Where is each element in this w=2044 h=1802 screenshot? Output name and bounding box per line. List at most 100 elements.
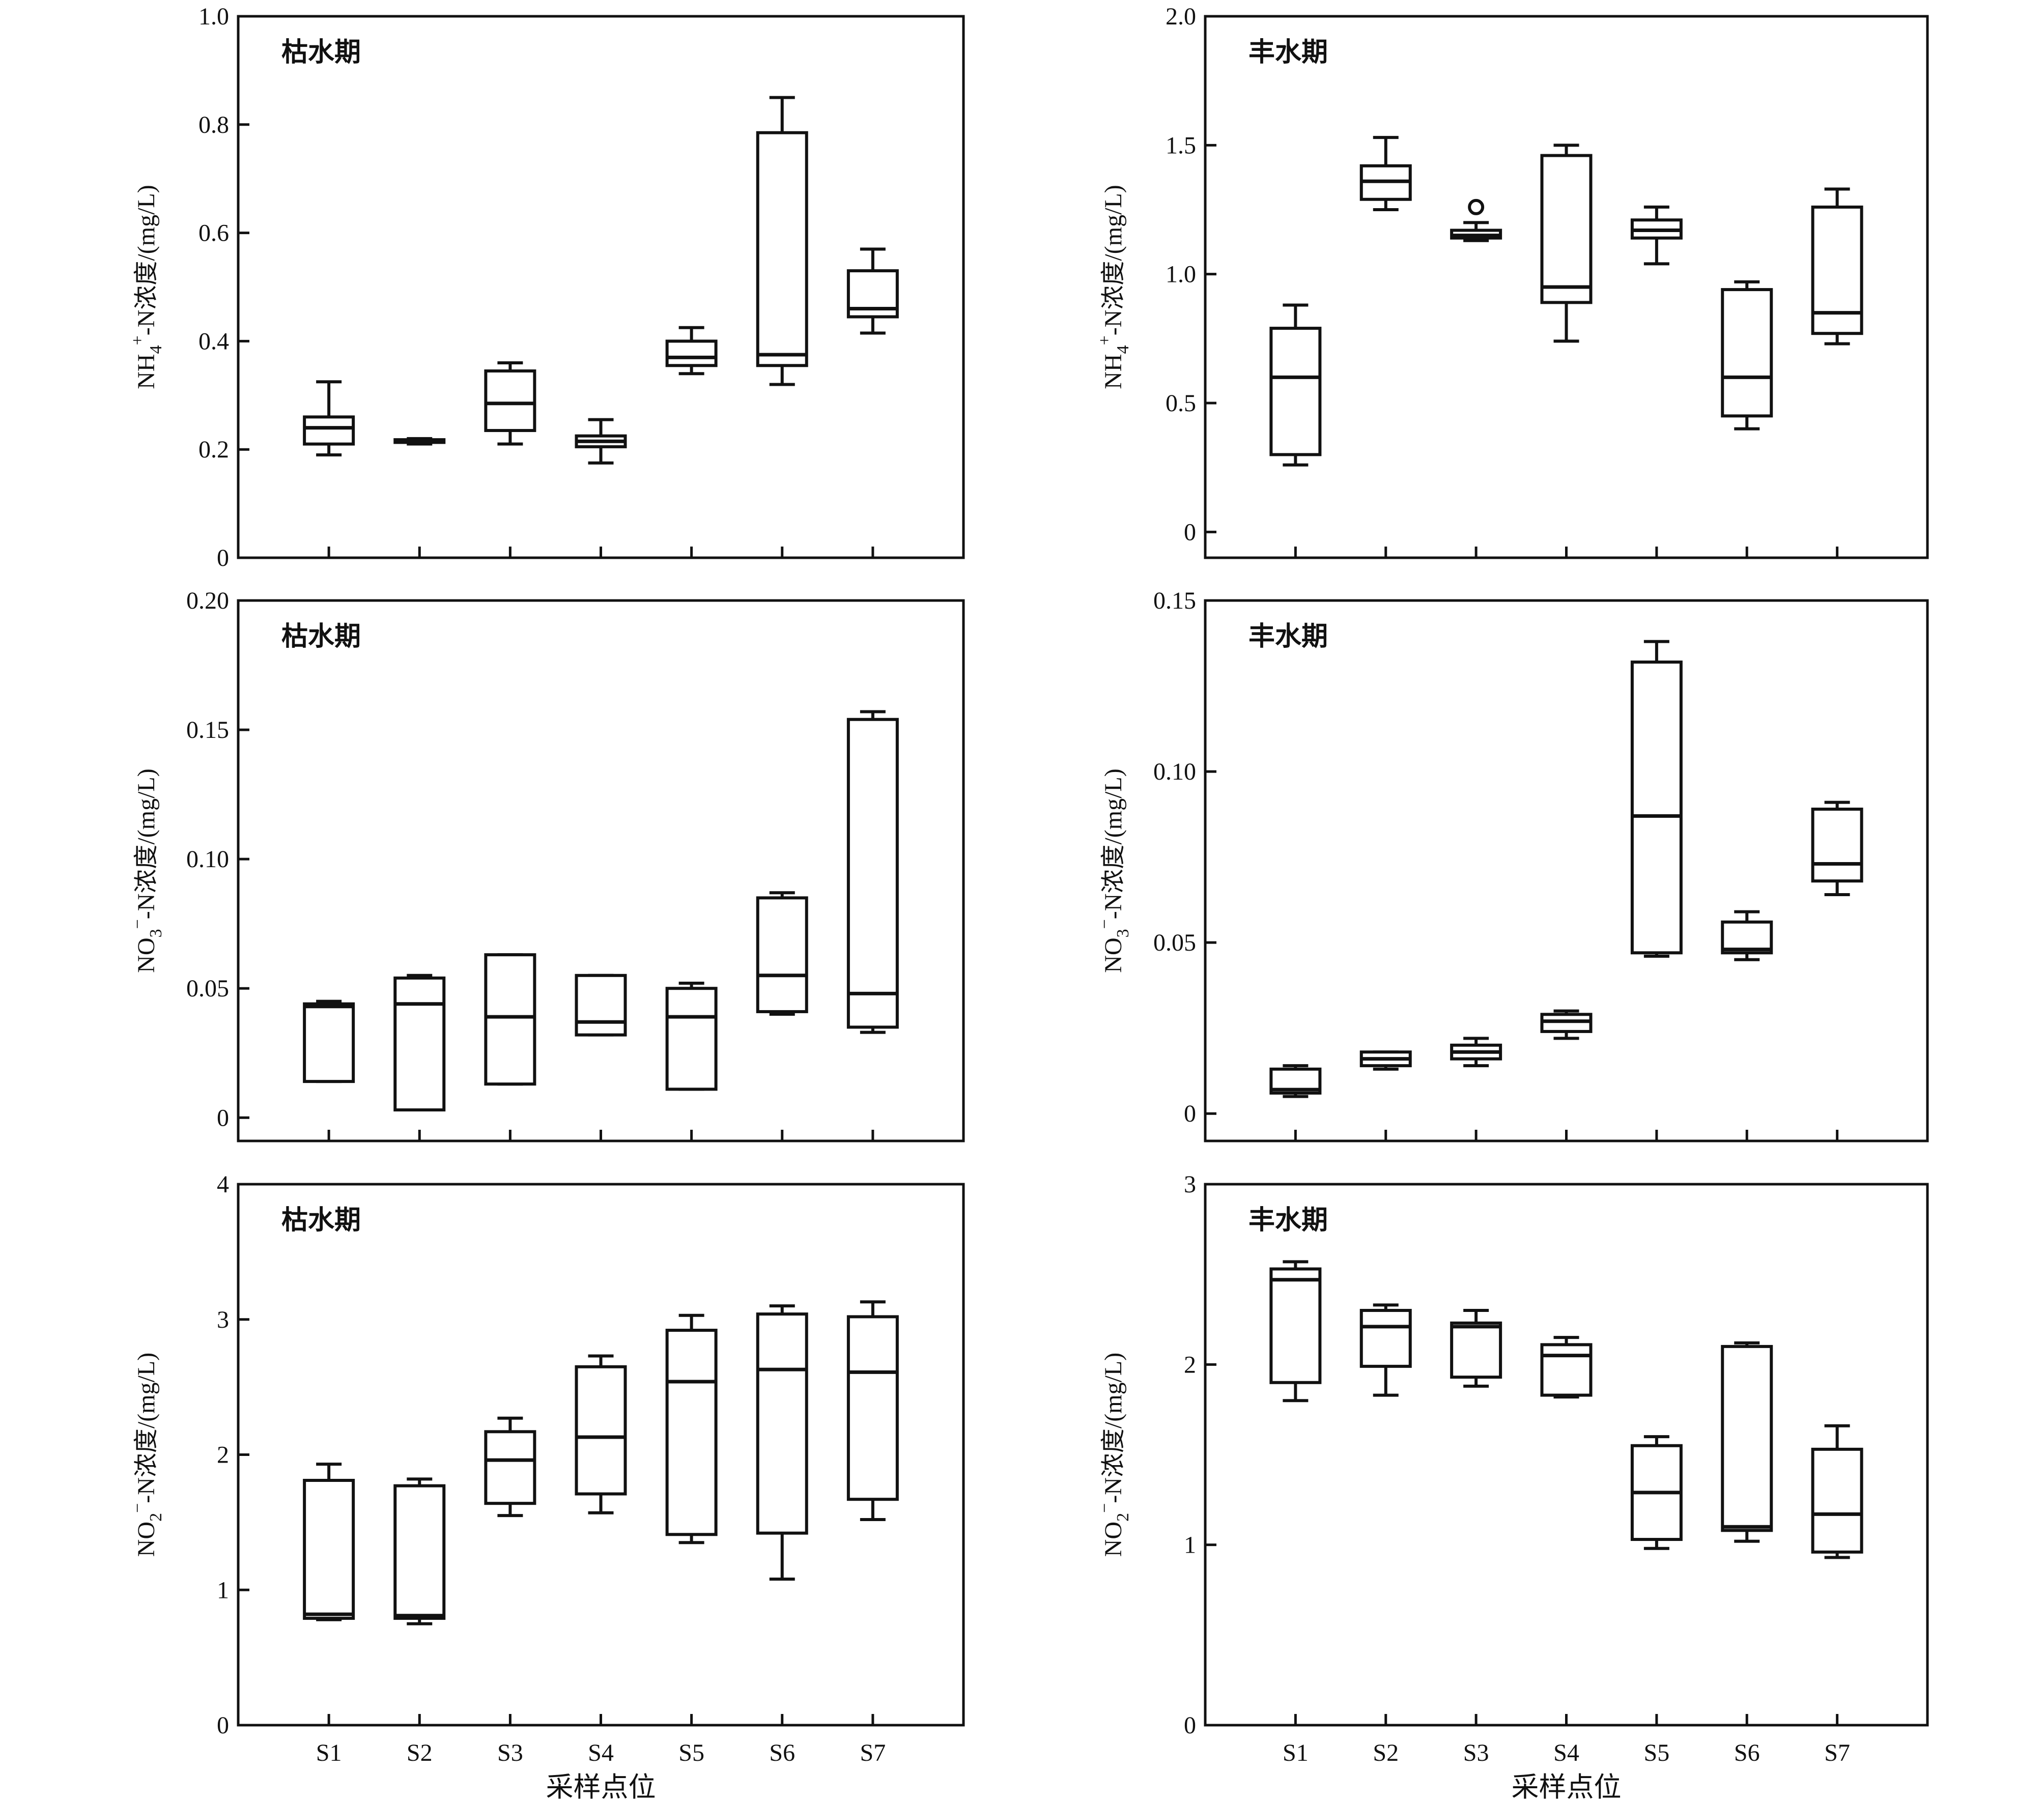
y-axis-label-main: NO <box>1100 937 1127 972</box>
iqr-box <box>303 1002 355 1083</box>
panel-1: 0 0.2 0.4 0.6 0.8 1.0 枯水期 NH4+-N浓度/(mg/L) <box>128 3 965 571</box>
box-S3 <box>1450 221 1502 242</box>
y-axis-label-superscript: − <box>1095 919 1114 929</box>
y-tick-label: 1 <box>1184 1532 1196 1559</box>
box-S1 <box>1269 1064 1322 1098</box>
box-S4 <box>1540 1009 1593 1040</box>
y-axis-label-subscript: 3 <box>147 929 165 937</box>
y-tick-label: 3 <box>1184 1171 1196 1198</box>
box-S1 <box>303 1463 355 1621</box>
y-axis-label-superscript: + <box>1095 335 1114 345</box>
box-S5 <box>665 326 718 376</box>
y-tick-label: 0.20 <box>186 587 229 614</box>
box-S5 <box>1630 640 1683 958</box>
y-axis-label-superscript: − <box>1095 1503 1114 1513</box>
box-S3 <box>484 361 536 446</box>
iqr-box <box>575 1365 627 1496</box>
x-tick-label: S2 <box>1373 1739 1399 1766</box>
x-tick-label: S3 <box>1463 1739 1489 1766</box>
y-tick-label: 0 <box>1184 519 1196 546</box>
y-tick-label: 2.0 <box>1166 3 1196 30</box>
iqr-box <box>1721 288 1773 418</box>
y-tick-label: 0.15 <box>186 717 229 743</box>
box-S2 <box>393 1477 446 1625</box>
box-S2 <box>393 974 446 1112</box>
x-tick-label: S7 <box>1824 1739 1850 1766</box>
iqr-box <box>1721 1345 1773 1532</box>
box-S1 <box>1269 1260 1322 1403</box>
x-tick-label: S5 <box>1644 1739 1670 1766</box>
y-axis-label-superscript: − <box>128 1503 147 1513</box>
box-S4 <box>575 974 627 1037</box>
y-tick-label: 0.15 <box>1153 587 1196 614</box>
box-S7 <box>1811 1424 1863 1559</box>
y-tick-label: 3 <box>217 1306 229 1333</box>
y-tick-label: 0.10 <box>1153 758 1196 785</box>
y-axis-label-text: -N浓度/(mg/L) <box>1100 768 1127 919</box>
x-tick-label: S6 <box>769 1739 795 1766</box>
x-tick-label: S4 <box>588 1739 614 1766</box>
y-tick-label: 0 <box>217 545 229 571</box>
box-S6 <box>1721 910 1773 961</box>
box-S7 <box>846 247 899 335</box>
x-tick-label: S4 <box>1553 1739 1579 1766</box>
y-tick-label: 4 <box>217 1171 229 1198</box>
y-tick-label: 1.0 <box>198 3 229 30</box>
iqr-box <box>303 415 355 446</box>
box-S2 <box>393 437 446 446</box>
y-tick-label: 0.6 <box>198 220 229 247</box>
y-axis-label-text: -N浓度/(mg/L) <box>133 1353 160 1503</box>
panel-title: 丰水期 <box>1248 37 1328 68</box>
box-S4 <box>575 418 627 465</box>
panel-title: 丰水期 <box>1248 621 1328 652</box>
x-axis-label: 采样点位 <box>1512 1771 1622 1802</box>
y-axis-label-subscript: 2 <box>147 1513 165 1522</box>
y-axis-label-main: NO <box>1100 1522 1127 1557</box>
iqr-box <box>756 131 808 367</box>
iqr-box <box>303 1478 355 1620</box>
box-S7 <box>846 710 899 1034</box>
iqr-box <box>1540 1343 1593 1397</box>
box-S1 <box>303 999 355 1083</box>
y-axis-label: NO2−-N浓度/(mg/L) <box>1095 1353 1132 1557</box>
y-axis-label-superscript: + <box>128 335 147 345</box>
box-S4 <box>575 1354 627 1514</box>
box-S2 <box>1359 1050 1412 1071</box>
box-S3 <box>1450 1037 1502 1068</box>
y-tick-label: 0 <box>1184 1712 1196 1739</box>
iqr-box <box>1811 1447 1863 1554</box>
y-axis-label-subscript: 4 <box>147 345 165 354</box>
y-axis-label-subscript: 2 <box>1114 1513 1132 1522</box>
iqr-box <box>846 718 899 1029</box>
y-axis-label-main: NO <box>133 1522 160 1557</box>
y-axis-label: NO2−-N浓度/(mg/L) <box>128 1353 165 1557</box>
box-S6 <box>1721 280 1773 431</box>
y-axis-label: NH4+-N浓度/(mg/L) <box>128 185 165 389</box>
x-tick-label: S1 <box>1283 1739 1309 1766</box>
y-axis-label-subscript: 3 <box>1114 929 1132 937</box>
y-tick-label: 1 <box>217 1577 229 1604</box>
box-S1 <box>303 380 355 456</box>
box-S7 <box>1811 187 1863 346</box>
iqr-box <box>575 974 627 1037</box>
x-tick-label: S6 <box>1734 1739 1760 1766</box>
box-S6 <box>756 96 808 386</box>
box-S5 <box>1630 205 1683 266</box>
iqr-box <box>393 1484 446 1620</box>
box-S5 <box>665 982 718 1091</box>
y-axis-label: NH4+-N浓度/(mg/L) <box>1095 185 1132 389</box>
y-axis-label-main: NO <box>133 937 160 972</box>
y-tick-label: 2 <box>217 1442 229 1469</box>
y-tick-label: 0 <box>217 1712 229 1739</box>
box-S6 <box>756 1304 808 1581</box>
y-axis-label-main: NH <box>133 354 160 389</box>
y-tick-label: 0.10 <box>186 846 229 873</box>
panel-3: 0 0.05 0.10 0.15 0.20 枯水期 NO3−-N浓度/(mg/L) <box>128 587 965 1142</box>
y-axis-label-text: -N浓度/(mg/L) <box>1100 1353 1127 1503</box>
y-tick-label: 0.2 <box>198 436 229 463</box>
x-tick-label: S2 <box>407 1739 433 1766</box>
x-tick-label: S5 <box>678 1739 704 1766</box>
x-tick-label: S1 <box>316 1739 342 1766</box>
